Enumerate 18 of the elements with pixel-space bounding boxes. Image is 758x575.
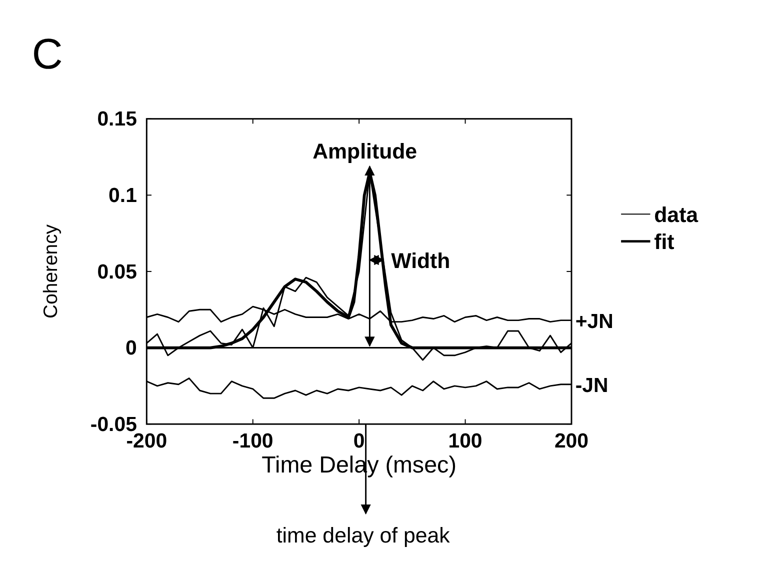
- legend-label: data: [654, 202, 700, 227]
- series-label: +JN: [575, 311, 614, 334]
- y-tick-label: 0.05: [97, 261, 137, 284]
- y-axis-title: Coherency: [40, 224, 62, 318]
- x-tick-label: 200: [554, 430, 589, 452]
- annotation: Width: [391, 248, 450, 273]
- y-tick-label: 0.1: [108, 184, 137, 207]
- series-label: -JN: [575, 375, 608, 398]
- text: time delay of peak: [276, 524, 450, 548]
- legend-label: fit: [654, 230, 674, 254]
- chart-title: C: [32, 30, 63, 78]
- annotation: Amplitude: [312, 140, 418, 164]
- x-tick-label: 0: [353, 430, 365, 452]
- x-tick-label: 100: [448, 430, 482, 452]
- y-tick-label: 0: [126, 338, 137, 360]
- x-tick-label: -200: [126, 430, 168, 452]
- y-tick-label: 0.15: [97, 108, 137, 131]
- x-tick-label: -100: [232, 430, 274, 452]
